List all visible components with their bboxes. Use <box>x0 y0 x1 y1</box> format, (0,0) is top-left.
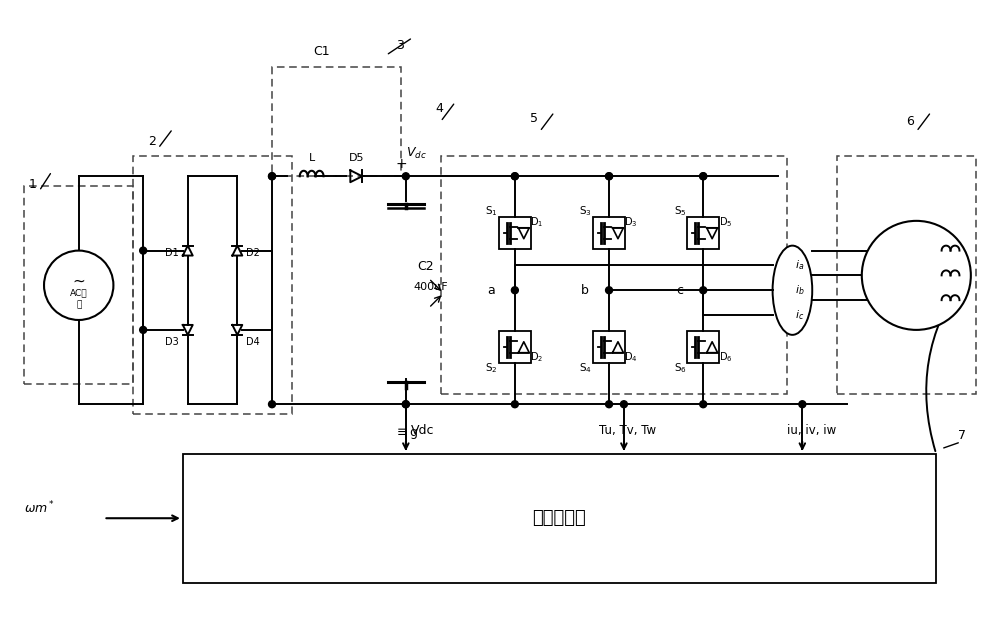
Text: L: L <box>309 154 315 163</box>
Bar <box>593 217 625 249</box>
Text: 5: 5 <box>530 112 538 124</box>
Text: 4: 4 <box>436 102 443 115</box>
Text: D$_2$: D$_2$ <box>530 351 543 364</box>
Text: 运算控制部: 运算控制部 <box>533 509 586 527</box>
Circle shape <box>620 401 627 408</box>
Text: b: b <box>581 284 589 297</box>
Text: AC电: AC电 <box>70 289 88 298</box>
Text: D$_5$: D$_5$ <box>719 215 732 229</box>
Text: D5: D5 <box>349 154 364 163</box>
Circle shape <box>700 173 707 180</box>
Text: S$_2$: S$_2$ <box>485 361 498 375</box>
Circle shape <box>700 401 707 408</box>
Text: 400uF: 400uF <box>414 282 448 292</box>
Bar <box>593 331 625 363</box>
Circle shape <box>606 287 613 294</box>
Text: +: + <box>395 157 407 171</box>
Bar <box>499 331 531 363</box>
Text: D2: D2 <box>246 248 260 258</box>
Circle shape <box>269 173 275 180</box>
Circle shape <box>140 247 147 254</box>
Text: D$_3$: D$_3$ <box>624 215 638 229</box>
Text: $\equiv$g: $\equiv$g <box>394 426 418 441</box>
Text: S$_1$: S$_1$ <box>485 204 498 218</box>
Circle shape <box>402 173 409 180</box>
Text: $i_a$: $i_a$ <box>795 258 805 272</box>
Text: D1: D1 <box>165 248 179 258</box>
Bar <box>133 156 292 414</box>
Bar <box>687 217 719 249</box>
Text: Tu, Tv, Tw: Tu, Tv, Tw <box>599 424 656 437</box>
Bar <box>687 331 719 363</box>
Text: $i_b$: $i_b$ <box>795 283 805 297</box>
Circle shape <box>700 173 707 180</box>
Circle shape <box>402 401 409 408</box>
Text: $i_c$: $i_c$ <box>795 308 805 322</box>
Ellipse shape <box>773 246 812 335</box>
Text: Vdc: Vdc <box>411 424 434 437</box>
Bar <box>441 156 787 394</box>
Text: 6: 6 <box>906 115 914 128</box>
Circle shape <box>140 326 147 333</box>
Circle shape <box>269 401 275 408</box>
Circle shape <box>511 173 518 180</box>
Circle shape <box>511 287 518 294</box>
Text: a: a <box>487 284 495 297</box>
Text: S$_6$: S$_6$ <box>674 361 686 375</box>
Circle shape <box>862 221 971 330</box>
Circle shape <box>44 251 113 320</box>
Text: 源: 源 <box>76 300 81 310</box>
Circle shape <box>269 173 275 180</box>
Text: C1: C1 <box>313 45 330 58</box>
Text: iu, iv, iw: iu, iv, iw <box>787 424 837 437</box>
Text: 2: 2 <box>148 135 156 147</box>
Text: D4: D4 <box>246 337 260 347</box>
Text: c: c <box>676 284 683 297</box>
Text: $V_{dc}$: $V_{dc}$ <box>406 145 427 161</box>
Text: 1: 1 <box>29 178 37 191</box>
Text: D$_1$: D$_1$ <box>530 215 543 229</box>
Text: D$_6$: D$_6$ <box>719 351 732 364</box>
Circle shape <box>511 173 518 180</box>
Circle shape <box>700 287 707 294</box>
Bar <box>272 67 401 177</box>
Text: C2: C2 <box>418 260 434 274</box>
Circle shape <box>606 173 613 180</box>
Bar <box>183 454 936 583</box>
Circle shape <box>606 173 613 180</box>
Bar <box>24 186 133 384</box>
Text: D$_4$: D$_4$ <box>624 351 638 364</box>
Text: 7: 7 <box>958 429 966 442</box>
Circle shape <box>402 401 409 408</box>
Circle shape <box>799 401 806 408</box>
Text: S$_4$: S$_4$ <box>579 361 592 375</box>
Bar <box>499 217 531 249</box>
Text: $\omega m^*$: $\omega m^*$ <box>24 500 55 516</box>
Text: ~: ~ <box>72 274 85 289</box>
Circle shape <box>511 401 518 408</box>
Text: S$_3$: S$_3$ <box>579 204 592 218</box>
Bar <box>837 156 976 394</box>
Text: 3: 3 <box>396 39 404 52</box>
Text: D3: D3 <box>165 337 179 347</box>
Circle shape <box>606 401 613 408</box>
Text: S$_5$: S$_5$ <box>674 204 686 218</box>
